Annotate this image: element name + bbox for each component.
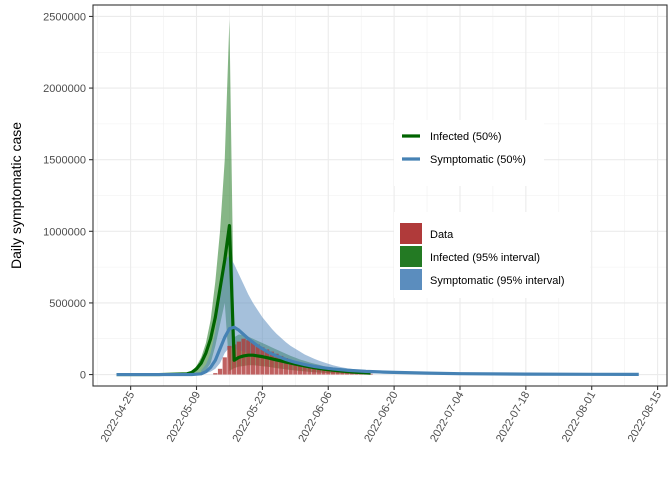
legend-fill-label: Data (430, 229, 454, 241)
y-axis-title: Daily symptomatic case (8, 122, 24, 269)
data-bar (246, 340, 251, 375)
legend-fills-background (394, 212, 590, 298)
x-tick-label: 2022-06-06 (296, 390, 335, 445)
x-tick-label: 2022-06-20 (362, 390, 401, 445)
data-bar (302, 364, 307, 375)
data-bar (307, 365, 312, 375)
y-tick-label: 2500000 (43, 11, 86, 23)
legend-fill-key (400, 269, 422, 290)
legend-line-label: Infected (50%) (430, 131, 502, 143)
data-bar (213, 373, 218, 375)
x-tick-label: 2022-08-01 (560, 390, 599, 445)
data-bar (326, 369, 331, 375)
x-tick-label: 2022-05-09 (165, 390, 204, 445)
legend-fill-key (400, 223, 422, 244)
legend: Infected (50%) Symptomatic (50%) Data Infec… (394, 120, 590, 298)
data-bar (260, 347, 265, 375)
line-symptomatic-50 (116, 325, 639, 377)
y-tick-label: 0 (80, 370, 86, 382)
x-tick-label: 2022-04-25 (99, 390, 138, 445)
data-bar (288, 360, 293, 375)
data-bar (340, 371, 345, 375)
legend-line-label: Symptomatic (50%) (430, 154, 526, 166)
x-tick-label: 2022-08-15 (626, 390, 665, 445)
legend-fill-label: Symptomatic (95% interval) (430, 275, 565, 287)
data-bar (312, 366, 317, 375)
x-tick-label: 2022-07-18 (494, 390, 533, 445)
y-tick-label: 1000000 (43, 226, 86, 238)
grid-layer (93, 5, 667, 386)
data-bar (368, 373, 373, 375)
data-bar (264, 349, 270, 375)
data-bar (274, 353, 279, 375)
data-bar (279, 355, 284, 375)
data-bar (227, 345, 232, 375)
data-bar (222, 357, 227, 375)
legend-lines-background (394, 120, 544, 186)
y-tick-label: 1500000 (43, 155, 86, 167)
legend-fill-key (400, 246, 422, 267)
data-bar (316, 367, 321, 375)
data-bar (255, 344, 260, 375)
data-bar (293, 361, 298, 375)
data-bar (269, 351, 274, 375)
data-bar (297, 363, 303, 375)
y-tick-label: 500000 (49, 298, 86, 310)
legend-fill-label: Infected (95% interval) (430, 252, 540, 264)
data-bar (250, 342, 256, 375)
x-tick-label: 2022-05-23 (230, 390, 269, 445)
plot-panel-border (92, 4, 668, 387)
x-tick-label: 2022-07-04 (428, 390, 467, 445)
data-bar (330, 369, 336, 375)
y-tick-label: 2000000 (43, 83, 86, 95)
data-bar (217, 368, 223, 375)
data-bar (335, 370, 340, 375)
data-bar (283, 358, 289, 375)
median-lines (116, 223, 639, 377)
data-bar (321, 368, 326, 375)
